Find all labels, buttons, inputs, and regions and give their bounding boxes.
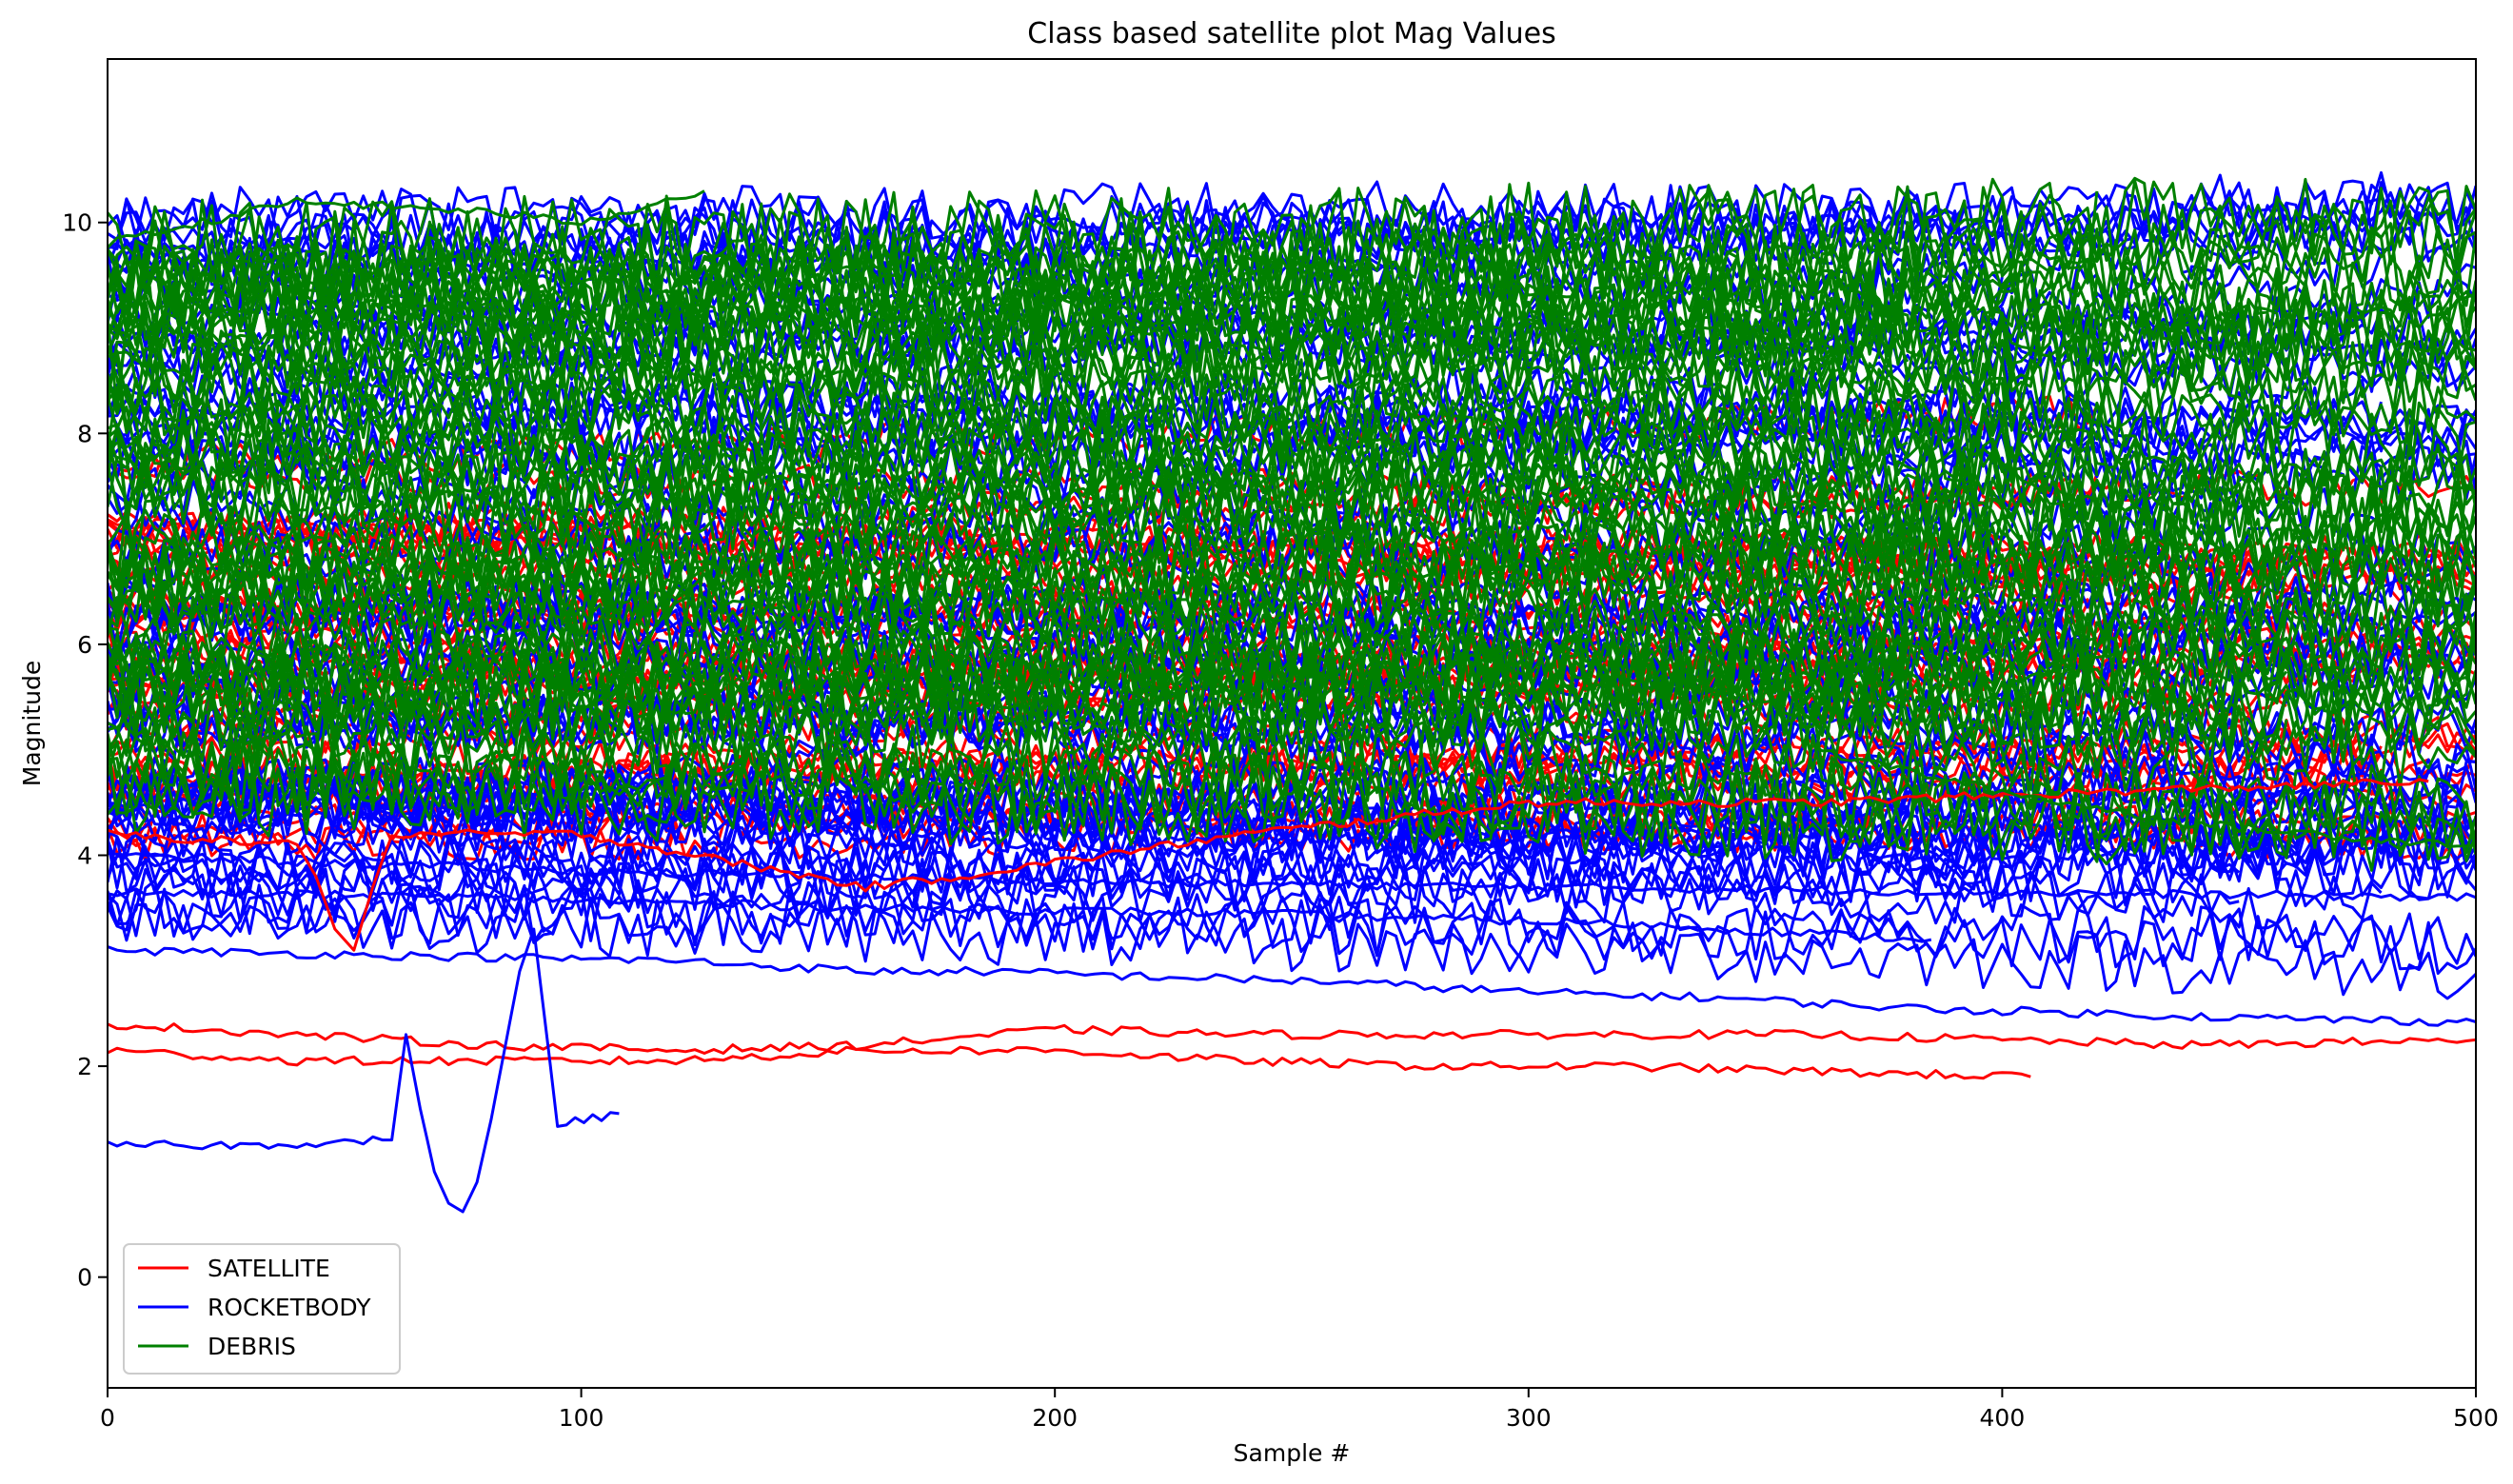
y-tick-label: 8: [77, 420, 92, 447]
series-line-debris: [108, 273, 2476, 405]
legend-label-rocketbody: ROCKETBODY: [208, 1294, 371, 1321]
series-line-debris: [108, 353, 2099, 477]
series-line-debris: [108, 401, 2476, 536]
series-line-debris: [108, 518, 2476, 634]
series-line-rocketbody: [108, 927, 620, 1214]
series-line-satellite: [108, 1022, 2476, 1055]
series-line-debris: [108, 204, 1909, 321]
x-axis: 0 100 200 300 400 500: [100, 1388, 2499, 1432]
series-line-rocketbody: [108, 298, 2241, 389]
legend: SATELLITE ROCKETBODY DEBRIS: [123, 1243, 401, 1375]
series-line-debris: [1811, 744, 2476, 848]
series-line-rocketbody: [108, 859, 2383, 930]
series-line-debris: [108, 439, 2476, 578]
series-line-debris: [108, 741, 2476, 865]
series-line-debris: [108, 616, 2476, 715]
series-layer: [108, 170, 2476, 1214]
series-line-rocketbody: [108, 945, 2476, 1027]
y-axis: 0 2 4 6 8 10: [62, 209, 108, 1292]
series-line-debris: [108, 426, 2288, 572]
legend-label-satellite: SATELLITE: [208, 1255, 330, 1282]
plot-frame: [107, 58, 2477, 1389]
series-line-debris: [108, 346, 2476, 445]
series-line-debris: [108, 726, 2476, 860]
series-line-debris: [108, 724, 2476, 862]
y-tick-label: 10: [62, 209, 92, 237]
x-tick-label: 300: [1506, 1404, 1552, 1432]
x-tick-label: 100: [559, 1404, 604, 1432]
series-line-satellite: [108, 1045, 2031, 1080]
series-line-rocketbody: [108, 887, 1932, 943]
chart-title: Class based satellite plot Mag Values: [1027, 17, 1555, 50]
series-line-satellite: [108, 778, 2429, 952]
series-line-debris: [108, 543, 2476, 653]
series-line-debris: [108, 309, 2288, 410]
x-tick-label: 500: [2453, 1404, 2499, 1432]
series-line-rocketbody: [108, 766, 2476, 872]
series-line-debris: [108, 189, 705, 249]
x-tick-label: 200: [1032, 1404, 1078, 1432]
x-tick-label: 0: [100, 1404, 115, 1432]
y-tick-label: 0: [77, 1264, 92, 1292]
series-line-rocketbody: [108, 179, 2476, 243]
series-line-debris: [108, 238, 2476, 336]
y-tick-label: 4: [77, 841, 92, 869]
legend-box: [123, 1243, 401, 1375]
series-line-debris: [108, 716, 2288, 813]
legend-label-debris: DEBRIS: [208, 1333, 296, 1360]
x-axis-label: Sample #: [1234, 1439, 1351, 1467]
x-tick-label: 400: [1980, 1404, 2026, 1432]
y-axis-label: Magnitude: [18, 661, 46, 786]
series-line-debris: [108, 210, 2476, 347]
series-line-debris: [108, 638, 2476, 759]
series-line-debris: [108, 401, 2476, 506]
series-line-debris: [108, 336, 2476, 457]
y-tick-label: 2: [77, 1053, 92, 1080]
series-line-rocketbody: [108, 835, 2476, 925]
series-line-debris: [108, 245, 2476, 367]
series-line-rocketbody: [108, 775, 2476, 840]
series-line-rocketbody: [108, 882, 2476, 965]
series-line-rocketbody: [108, 852, 2476, 902]
y-tick-label: 6: [77, 631, 92, 659]
